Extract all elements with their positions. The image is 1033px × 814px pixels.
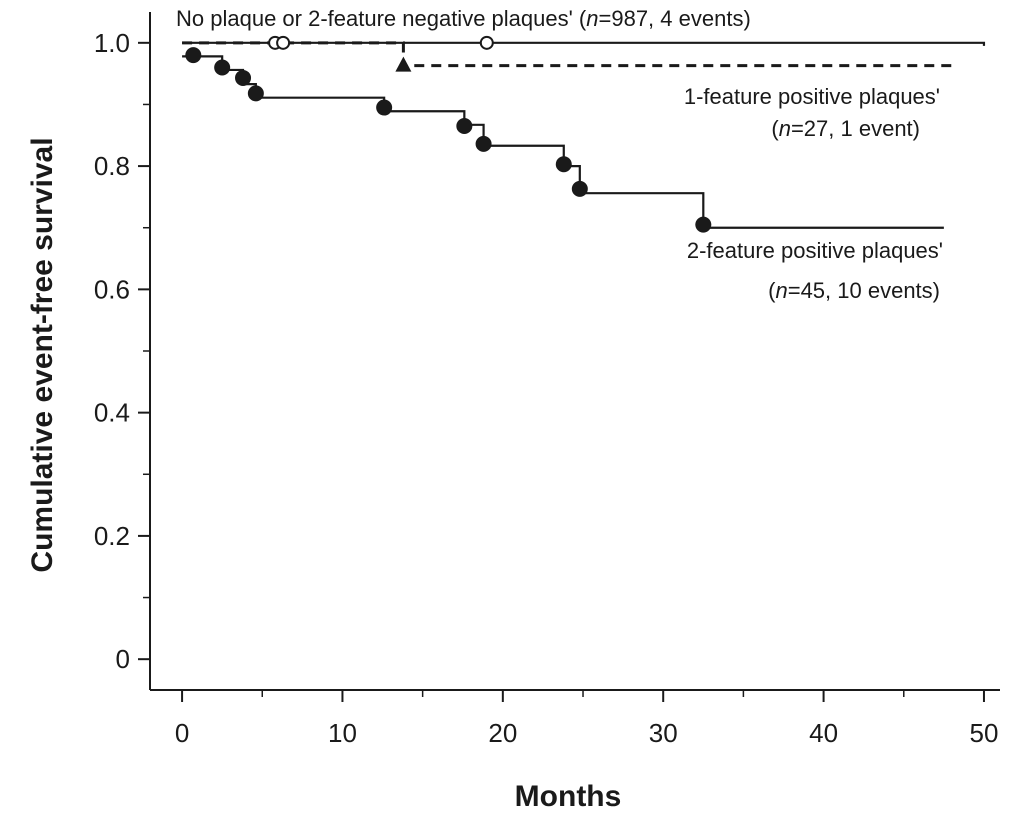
series-1-label-line2-part-b: =27, 1 event) <box>791 116 920 141</box>
series-1-label-line1: 1-feature positive plaques' <box>684 84 940 109</box>
y-axis-title: Cumulative event-free survival <box>26 137 59 572</box>
series-0-marker <box>479 35 494 50</box>
x-tick-label: 10 <box>328 718 357 748</box>
x-tick-label: 40 <box>809 718 838 748</box>
series-2-marker <box>376 99 393 116</box>
x-tick-label: 0 <box>175 718 189 748</box>
series-0-marker <box>276 35 291 50</box>
series-1-marker <box>395 56 412 72</box>
series-1-label-line2-part-a: ( <box>771 116 779 141</box>
y-tick-label: 0.4 <box>94 398 130 428</box>
series-2-marker <box>247 85 264 102</box>
series-2-marker <box>475 135 492 152</box>
series-1-curve <box>182 41 952 68</box>
series-2-marker <box>695 216 712 233</box>
y-tick-label: 0.2 <box>94 521 130 551</box>
series-1-label-line2-part-n: n <box>779 116 791 141</box>
x-tick-label: 30 <box>649 718 678 748</box>
y-tick-label: 0 <box>116 644 130 674</box>
series-2-marker <box>555 156 572 173</box>
x-tick-label: 50 <box>970 718 999 748</box>
series-0-label-part-b: =987, 4 events) <box>599 6 751 31</box>
series-2-curve <box>182 55 944 229</box>
axes: 0 0.2 0.4 0.6 0.8 1.0 0 10 20 30 40 50 <box>94 12 1000 748</box>
series-2-label-line1: 2-feature positive plaques' <box>687 238 943 263</box>
series-0-label-part-a: No plaque or 2-feature negative plaques'… <box>176 6 587 31</box>
series-2-marker <box>185 47 202 64</box>
series-2-label-line2-part-b: =45, 10 events) <box>788 278 940 303</box>
series-1-label-line2: (n=27, 1 event) <box>771 116 920 141</box>
series-2-label-line2: (n=45, 10 events) <box>768 278 940 303</box>
series-2-marker <box>571 180 588 197</box>
series-markers <box>185 35 712 233</box>
series-0-label-part-n: n <box>586 6 598 31</box>
series-2-label-line2-part-a: ( <box>768 278 776 303</box>
x-axis-title: Months <box>515 780 622 813</box>
series-2-marker <box>456 118 473 135</box>
series-0-curve <box>182 41 986 46</box>
series-0-label: No plaque or 2-feature negative plaques'… <box>176 6 751 31</box>
series-2-marker <box>214 59 231 76</box>
y-tick-label: 0.8 <box>94 151 130 181</box>
series-2-marker <box>235 69 252 86</box>
series-2-label-line2-part-n: n <box>775 278 787 303</box>
x-tick-label: 20 <box>488 718 517 748</box>
y-tick-label: 0.6 <box>94 274 130 304</box>
y-tick-label: 1.0 <box>94 28 130 58</box>
